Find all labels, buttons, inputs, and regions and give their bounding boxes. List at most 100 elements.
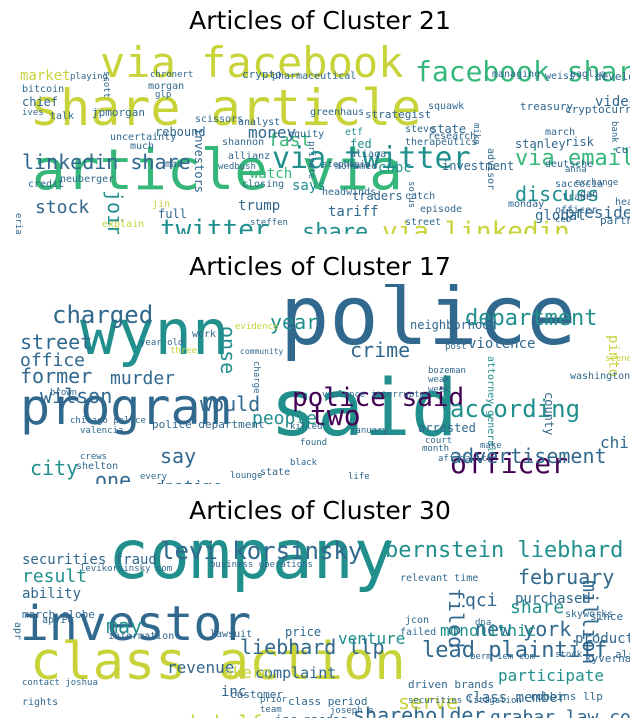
cloud-word: bernstein liebhard [385,538,624,564]
cloud-word: onse [216,326,240,375]
cloud-word: deutsche [545,159,594,170]
cloud-word: grabar law com [490,706,630,718]
cloud-word: january [350,425,388,436]
cloud-word: crime [350,338,411,362]
cluster-17-title: Articles of Cluster 17 [189,252,451,281]
cloud-word: class period [288,695,368,709]
cloud-word: share [302,220,369,234]
cloud-word: liebhard llp [240,635,385,659]
cloud-word: evidence [235,321,279,332]
cloud-word: attorney general [485,356,496,453]
cloud-word: police [280,284,577,365]
cloud-word: squawk [428,101,465,112]
cloud-word: jin [152,199,171,210]
cloud-word: march [545,127,576,138]
cloud-word: participate [498,666,604,686]
cloud-word: allianz [228,151,271,162]
cloud-word: stanley [515,137,566,152]
cloud-word: tariff [328,203,379,220]
cloud-word: apr [12,622,23,641]
cloud-word: via email [515,146,630,172]
cloud-word: purchased [515,590,591,607]
cloud-word: neuberger [60,174,115,185]
cloud-word: monday [600,483,630,484]
cloud-word: jpmorgan [92,106,145,120]
cloud-word: research [428,131,477,142]
cloud-word: bank [609,120,619,143]
cloud-word: one [95,468,132,484]
cloud-word: scott [101,70,111,98]
cloud-word: crypto [242,68,282,82]
cloud-word: cryptocurrencies [565,103,630,117]
cloud-word: scene [605,353,630,364]
cloud-word: county [542,392,556,436]
cloud-word: berm iem com [470,651,536,662]
cloud-word: development [595,70,630,84]
cloud-word: lounge [230,470,263,481]
cloud-word: chronert [150,69,194,80]
cloud-word: equity [288,129,325,140]
cloud-word: people [252,407,318,429]
cloud-word: exchange [575,177,619,188]
cloud-word: etf [345,127,364,138]
cloud-word: steffen [250,217,288,228]
cloud-word: stock [555,649,583,660]
cloud-word: class member [465,689,567,706]
cloud-word: police said [292,383,465,414]
cloud-word: therapeutics [405,137,478,148]
cloud-word: shannon [222,137,265,148]
cloud-word: police department [152,418,265,432]
cloud-word: shelton [76,461,119,472]
cloud-word: steve [405,124,436,135]
cloud-word: contact joshua [22,677,98,688]
cloud-word: also [615,648,630,662]
cloud-word: failed [400,627,437,638]
cloud-word: team [260,704,282,715]
cloud-word: talk [50,111,75,122]
cloud-word: community [240,346,284,356]
cloud-word: violence [468,335,536,352]
cloud-word: mad [165,159,184,170]
cloud-word: ability [22,585,82,602]
cloud-word: post [445,341,467,352]
cloud-word: fed [350,137,372,152]
cloud-word: according [450,394,581,423]
cloud-word: aliaga [350,149,387,160]
cloud-word: traders [352,189,403,204]
cloud-word: cnbc [378,159,412,176]
cloud-word: private [306,140,316,179]
word-cloud-17: police wynn said program police said accordin… [10,284,630,484]
cloud-word: make [480,440,502,451]
cloud-word: discuss [515,182,600,206]
cloud-word: fast [268,129,312,151]
cloud-word: three [170,345,198,356]
cloud-word: ives [22,107,44,118]
cloud-word: wilson [40,384,113,408]
cloud-word: chicago police [70,415,146,426]
cloud-word: washington [570,371,630,382]
cloud-word: weak [428,374,450,385]
cloud-word: lead plaintiff [422,638,608,664]
word-cloud-21: share article article via via facebook face… [10,38,630,234]
cloud-word: brown [50,387,78,398]
cloud-word: full [158,207,187,222]
cloud-word: ceo [555,214,572,225]
cloud-word: street [20,330,93,354]
cluster-30-title: Articles of Cluster 30 [189,496,451,525]
cloud-word: skyworks [565,609,614,620]
cloud-word: linkedin share [22,150,191,174]
cloud-word: found [300,437,328,448]
word-cloud-30: company investor class action levi korsinsk… [10,528,630,718]
cloud-word: state [260,467,291,478]
cloud-word: relevant time [400,573,479,584]
cloud-word: violence interrupter [322,389,431,400]
cloud-word: says [292,177,326,194]
cloud-word: scissors [195,114,244,125]
cloud-word: catch [405,191,436,202]
cloud-word: bitcoin [22,84,65,95]
cloud-word: stephanie [322,159,371,170]
cloud-word: securities fraud [22,551,157,568]
cloud-word: neighborhood [410,318,497,333]
cloud-word: explain [102,219,145,230]
cloud-word: head [615,197,630,208]
